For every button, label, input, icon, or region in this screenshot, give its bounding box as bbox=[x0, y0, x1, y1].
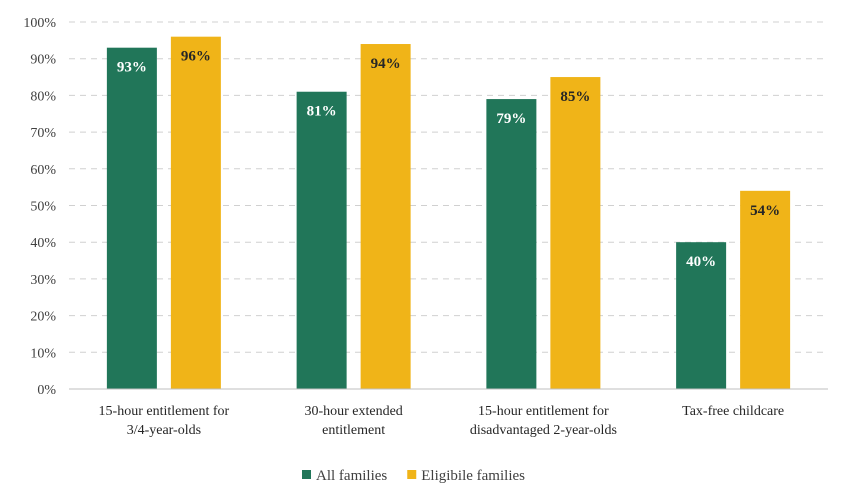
data-label: 85% bbox=[560, 89, 590, 105]
data-label: 54% bbox=[750, 203, 780, 219]
data-label: 94% bbox=[371, 56, 401, 72]
bar bbox=[676, 242, 727, 389]
y-tick-label: 40% bbox=[30, 236, 56, 251]
data-label: 93% bbox=[117, 60, 147, 76]
y-tick-label: 80% bbox=[30, 89, 56, 104]
bar bbox=[106, 47, 157, 389]
x-axis-categories: 15-hour entitlement for 3/4-year-olds 30-h… bbox=[99, 404, 785, 438]
legend-swatch bbox=[302, 470, 311, 479]
bar bbox=[486, 99, 537, 389]
y-tick-label: 100% bbox=[23, 16, 56, 31]
bar bbox=[360, 44, 411, 390]
bar bbox=[296, 91, 347, 389]
data-label: 81% bbox=[307, 104, 337, 120]
bar bbox=[740, 190, 791, 389]
bar bbox=[170, 36, 221, 390]
y-axis-ticks: 0% 10% 20% 30% 40% 50% 60% 70% 80% 90% 100% bbox=[23, 16, 56, 398]
y-tick-label: 0% bbox=[37, 383, 56, 398]
y-tick-label: 50% bbox=[30, 200, 56, 215]
x-tick-label: 3/4-year-olds bbox=[127, 423, 201, 438]
legend: All families Eligibile families bbox=[302, 468, 525, 484]
legend-label: Eligibile families bbox=[421, 468, 525, 484]
bar bbox=[550, 77, 601, 390]
legend-swatch bbox=[407, 470, 417, 479]
x-tick-label: 15-hour entitlement for bbox=[478, 404, 609, 419]
data-label: 79% bbox=[496, 111, 526, 127]
bars bbox=[106, 36, 791, 390]
data-labels: 93% 96% 81% 94% 79% 85% 40% 54% bbox=[117, 49, 780, 271]
data-label: 96% bbox=[181, 49, 211, 65]
y-tick-label: 60% bbox=[30, 163, 56, 178]
y-tick-label: 90% bbox=[30, 53, 56, 68]
x-tick-label: entitlement bbox=[322, 423, 385, 438]
data-label: 40% bbox=[686, 254, 716, 270]
legend-label: All families bbox=[316, 468, 387, 484]
x-tick-label: 15-hour entitlement for bbox=[99, 404, 230, 419]
x-tick-label: disadvantaged 2-year-olds bbox=[470, 423, 617, 438]
x-tick-label: Tax-free childcare bbox=[682, 404, 784, 419]
y-tick-label: 10% bbox=[30, 346, 56, 361]
y-tick-label: 20% bbox=[30, 310, 56, 325]
x-tick-label: 30-hour extended bbox=[304, 404, 402, 419]
y-tick-label: 70% bbox=[30, 126, 56, 141]
y-tick-label: 30% bbox=[30, 273, 56, 288]
